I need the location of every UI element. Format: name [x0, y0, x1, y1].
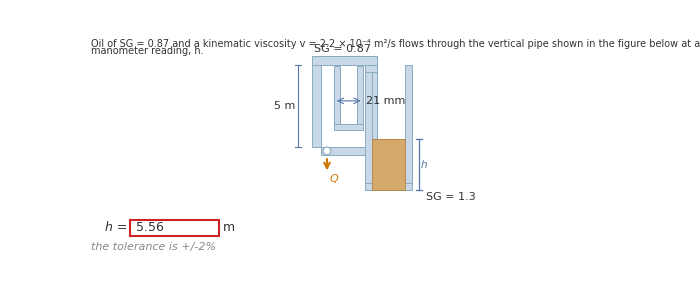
Bar	[130, 220, 219, 236]
Bar	[372, 139, 405, 190]
Text: m: m	[223, 221, 235, 234]
Bar	[321, 147, 382, 155]
Bar	[334, 124, 363, 130]
Bar	[334, 66, 340, 124]
Circle shape	[323, 147, 331, 155]
Bar	[372, 139, 405, 190]
Text: 21 mm: 21 mm	[367, 96, 406, 106]
Text: 5.56: 5.56	[136, 221, 164, 234]
Bar	[312, 56, 377, 65]
Bar	[357, 66, 363, 124]
Bar	[365, 183, 412, 190]
Text: Q: Q	[329, 174, 338, 184]
Text: ×: ×	[130, 220, 136, 226]
Bar	[365, 65, 372, 183]
Text: SG = 1.3: SG = 1.3	[426, 192, 476, 202]
Bar	[130, 220, 136, 226]
Text: SG = 0.87: SG = 0.87	[314, 44, 371, 54]
Text: h: h	[421, 160, 428, 170]
Text: Oil of SG = 0.87 and a kinematic viscosity v = 2.2 × 10⁻⁴ m²/s flows through the: Oil of SG = 0.87 and a kinematic viscosi…	[90, 39, 700, 49]
Text: the tolerance is +/-2%: the tolerance is +/-2%	[90, 242, 216, 252]
Bar	[369, 65, 377, 147]
Text: h =: h =	[105, 221, 127, 234]
Text: 5 m: 5 m	[274, 101, 295, 111]
Bar	[312, 65, 321, 147]
Bar	[405, 65, 412, 183]
Text: manometer reading, h.: manometer reading, h.	[90, 46, 203, 56]
Bar	[372, 139, 405, 140]
Bar	[365, 65, 377, 71]
